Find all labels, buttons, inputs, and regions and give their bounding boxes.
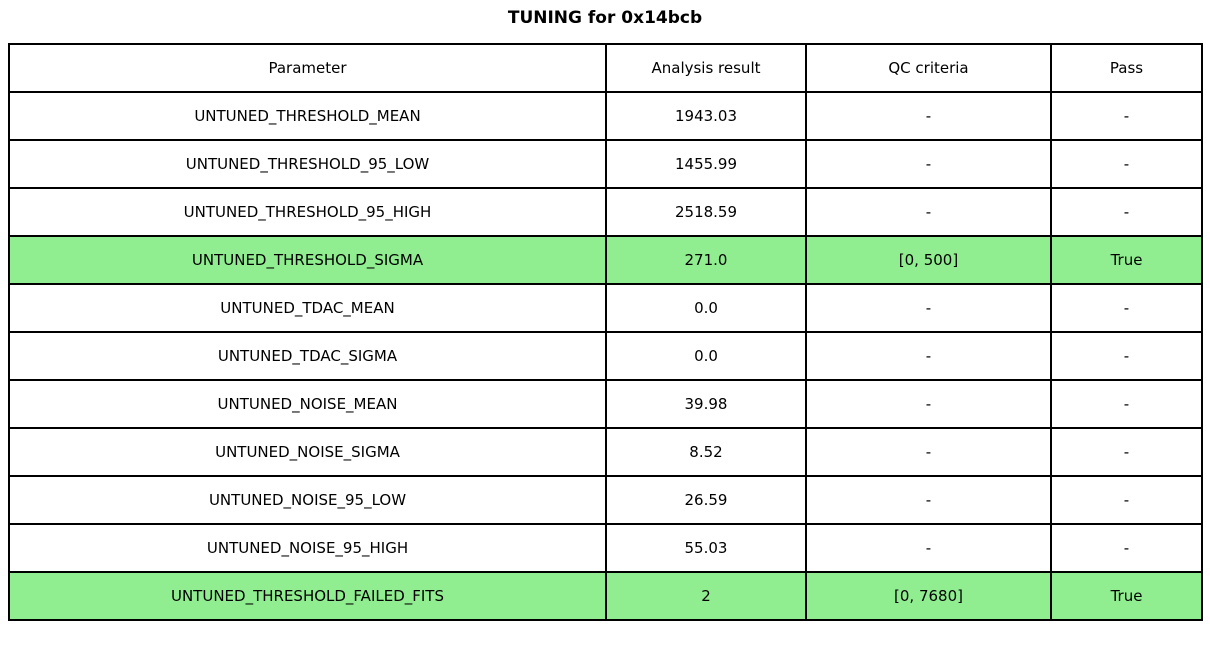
cell-result: 2 xyxy=(605,571,807,621)
table-header: Parameter Analysis result QC criteria Pass xyxy=(8,43,1203,93)
table-row: UNTUNED_NOISE_MEAN 39.98- - xyxy=(8,379,1203,429)
tuning-qc-table: Parameter Analysis result QC criteria Pass … xyxy=(8,43,1203,621)
cell-qc: - xyxy=(805,523,1052,573)
cell-parameter: UNTUNED_THRESHOLD_SIGMA xyxy=(8,235,607,285)
cell-qc: - xyxy=(805,139,1052,189)
cell-parameter: UNTUNED_TDAC_MEAN xyxy=(8,283,607,333)
cell-result: 39.98 xyxy=(605,379,807,429)
cell-result: 8.52 xyxy=(605,427,807,477)
table-row: UNTUNED_THRESHOLD_SIGMA 271.0 [0, 500] True xyxy=(8,235,1203,285)
cell-parameter: UNTUNED_THRESHOLD_95_HIGH xyxy=(8,187,607,237)
cell-qc: [0, 7680] xyxy=(805,571,1052,621)
cell-pass: - xyxy=(1050,91,1203,141)
cell-result: 1943.03 xyxy=(605,91,807,141)
cell-pass: - xyxy=(1050,475,1203,525)
cell-result: 55.03 xyxy=(605,523,807,573)
cell-qc: - xyxy=(805,91,1052,141)
cell-pass: - xyxy=(1050,139,1203,189)
cell-pass: - xyxy=(1050,523,1203,573)
cell-result: 1455.99 xyxy=(605,139,807,189)
cell-parameter: UNTUNED_NOISE_MEAN xyxy=(8,379,607,429)
cell-pass: - xyxy=(1050,187,1203,237)
column-header-pass: Pass xyxy=(1050,43,1203,93)
column-header-analysis-result: Analysis result xyxy=(605,43,807,93)
cell-pass: - xyxy=(1050,427,1203,477)
page-title: TUNING for 0x14bcb xyxy=(507,8,703,28)
cell-result: 0.0 xyxy=(605,331,807,381)
cell-qc: - xyxy=(805,187,1052,237)
column-header-parameter: Parameter xyxy=(8,43,607,93)
cell-parameter: UNTUNED_THRESHOLD_MEAN xyxy=(8,91,607,141)
cell-pass: - xyxy=(1050,283,1203,333)
table-body: UNTUNED_THRESHOLD_MEAN 1943.03- - UNTUNED_T… xyxy=(8,91,1203,621)
cell-parameter: UNTUNED_NOISE_95_HIGH xyxy=(8,523,607,573)
cell-parameter: UNTUNED_NOISE_SIGMA xyxy=(8,427,607,477)
cell-qc: [0, 500] xyxy=(805,235,1052,285)
cell-qc: - xyxy=(805,427,1052,477)
cell-parameter: UNTUNED_NOISE_95_LOW xyxy=(8,475,607,525)
cell-parameter: UNTUNED_THRESHOLD_95_LOW xyxy=(8,139,607,189)
table-row: UNTUNED_THRESHOLD_95_HIGH 2518.59- - xyxy=(8,187,1203,237)
table-row: UNTUNED_THRESHOLD_95_LOW 1455.99- - xyxy=(8,139,1203,189)
cell-pass: - xyxy=(1050,331,1203,381)
cell-result: 26.59 xyxy=(605,475,807,525)
cell-pass: True xyxy=(1050,235,1203,285)
cell-qc: - xyxy=(805,331,1052,381)
cell-result: 271.0 xyxy=(605,235,807,285)
cell-parameter: UNTUNED_TDAC_SIGMA xyxy=(8,331,607,381)
cell-result: 2518.59 xyxy=(605,187,807,237)
column-header-qc-criteria: QC criteria xyxy=(805,43,1052,93)
cell-result: 0.0 xyxy=(605,283,807,333)
cell-pass: - xyxy=(1050,379,1203,429)
table-row: UNTUNED_TDAC_MEAN 0.0- - xyxy=(8,283,1203,333)
table-row: UNTUNED_THRESHOLD_FAILED_FITS 2 [0, 7680] T… xyxy=(8,571,1203,621)
cell-qc: - xyxy=(805,475,1052,525)
table-row: UNTUNED_THRESHOLD_MEAN 1943.03- - xyxy=(8,91,1203,141)
cell-pass: True xyxy=(1050,571,1203,621)
table-header-row: Parameter Analysis result QC criteria Pass xyxy=(8,43,1203,93)
table-row: UNTUNED_NOISE_95_LOW 26.59- - xyxy=(8,475,1203,525)
table-row: UNTUNED_NOISE_SIGMA 8.52- - xyxy=(8,427,1203,477)
cell-parameter: UNTUNED_THRESHOLD_FAILED_FITS xyxy=(8,571,607,621)
table-row: UNTUNED_NOISE_95_HIGH 55.03- - xyxy=(8,523,1203,573)
cell-qc: - xyxy=(805,379,1052,429)
cell-qc: - xyxy=(805,283,1052,333)
table-row: UNTUNED_TDAC_SIGMA 0.0- - xyxy=(8,331,1203,381)
